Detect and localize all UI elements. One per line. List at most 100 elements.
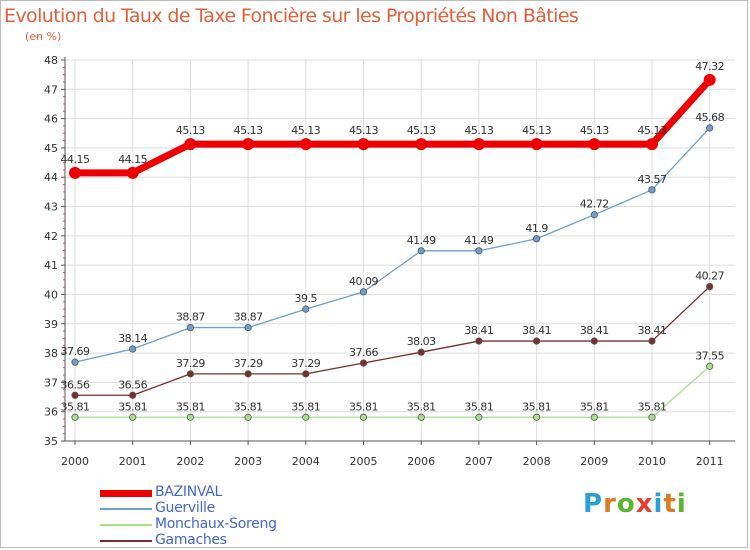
data-label: 38.41 — [464, 324, 493, 337]
data-label: 35.81 — [638, 400, 667, 413]
data-point — [706, 282, 714, 291]
series-line — [74, 127, 711, 363]
data-label: 35.81 — [349, 400, 378, 413]
y-tick-label: 38 — [44, 347, 58, 360]
y-tick-label: 43 — [44, 201, 58, 214]
y-tick-label: 39 — [44, 318, 58, 331]
data-point — [129, 345, 137, 353]
data-label: 38.41 — [522, 324, 551, 337]
data-label: 45.13 — [291, 124, 320, 137]
data-label: 41.49 — [464, 234, 493, 247]
data-point — [71, 391, 79, 399]
legend-label: Monchaux-Soreng — [155, 516, 277, 532]
data-label: 36.56 — [118, 378, 147, 391]
series-line — [74, 285, 711, 396]
data-point — [302, 305, 310, 313]
data-point — [475, 247, 483, 255]
data-point — [302, 413, 310, 421]
chart-title: Evolution du Taux de Taxe Foncière sur l… — [4, 5, 579, 27]
data-point — [706, 124, 714, 132]
data-point — [184, 138, 197, 151]
data-label: 45.13 — [407, 124, 436, 137]
data-label: 35.81 — [118, 400, 147, 413]
x-tick-label: 2000 — [61, 455, 89, 468]
data-label: 37.29 — [234, 357, 263, 370]
data-point — [475, 337, 483, 345]
x-tick-label: 2009 — [580, 455, 608, 468]
data-point — [590, 413, 598, 421]
y-tick-label: 45 — [44, 142, 58, 155]
data-label: 35.81 — [407, 400, 436, 413]
data-label: 40.27 — [695, 270, 724, 283]
y-tick-label: 44 — [44, 171, 58, 184]
data-point — [359, 359, 368, 367]
logo-letter: o — [616, 489, 636, 519]
data-point — [244, 370, 252, 378]
data-point — [186, 323, 194, 332]
data-label: 41.49 — [407, 234, 436, 247]
data-point — [648, 413, 656, 421]
y-tick-label: 42 — [44, 230, 58, 243]
logo-letter: x — [635, 489, 654, 519]
logo-letter: i — [676, 489, 687, 519]
y-tick-label: 35 — [44, 435, 58, 448]
legend-swatch — [100, 524, 152, 526]
data-label: 38.41 — [580, 324, 609, 337]
y-tick-label: 48 — [44, 54, 58, 67]
data-point — [299, 138, 312, 151]
data-label: 39.5 — [295, 292, 318, 305]
data-label: 35.81 — [464, 400, 493, 413]
data-point — [706, 362, 714, 370]
data-label: 38.03 — [407, 335, 436, 348]
data-label: 38.87 — [234, 311, 263, 324]
data-label: 35.81 — [234, 400, 263, 413]
data-label: 35.81 — [580, 400, 609, 413]
data-point — [126, 166, 139, 179]
x-tick-label: 2010 — [638, 455, 666, 468]
logo-letter: t — [663, 489, 677, 519]
logo-letter: P — [583, 489, 604, 519]
data-label: 43.57 — [638, 173, 667, 186]
data-point — [590, 337, 598, 345]
legend-label: BAZINVAL — [155, 484, 223, 500]
data-point — [359, 413, 368, 421]
data-point — [588, 138, 601, 151]
data-point — [590, 211, 598, 219]
data-label: 42.72 — [580, 198, 609, 211]
data-point — [244, 323, 252, 332]
x-tick-label: 2006 — [407, 455, 435, 468]
legend-label: Guerville — [155, 500, 215, 516]
data-point — [532, 413, 541, 421]
data-label: 44.15 — [61, 153, 90, 166]
data-point — [302, 370, 310, 378]
data-label: 37.29 — [176, 357, 205, 370]
x-tick-label: 2005 — [350, 455, 378, 468]
series-line — [71, 76, 714, 177]
data-label: 45.13 — [176, 124, 205, 137]
data-point — [703, 73, 716, 86]
data-label: 45.13 — [234, 124, 263, 137]
data-point — [69, 166, 81, 179]
data-label: 40.09 — [349, 275, 378, 288]
data-point — [129, 391, 137, 399]
x-tick-label: 2008 — [523, 455, 551, 468]
data-point — [532, 337, 541, 345]
legend-swatch — [100, 540, 152, 542]
x-tick-label: 2002 — [176, 455, 204, 468]
data-label: 37.66 — [349, 346, 378, 359]
data-label: 45.13 — [580, 124, 609, 137]
y-tick-label: 37 — [44, 376, 58, 389]
x-tick-label: 2003 — [234, 455, 262, 468]
data-point — [71, 358, 79, 366]
data-label: 45.13 — [464, 124, 493, 137]
data-label: 47.32 — [695, 60, 724, 73]
data-point — [532, 235, 541, 243]
logo-letter: r — [603, 489, 617, 519]
data-label: 35.81 — [291, 400, 320, 413]
data-point — [648, 337, 656, 345]
data-label: 45.13 — [638, 124, 667, 137]
legend-swatch — [100, 508, 152, 510]
data-point — [417, 247, 425, 255]
chart-subtitle: (en %) — [25, 30, 62, 43]
